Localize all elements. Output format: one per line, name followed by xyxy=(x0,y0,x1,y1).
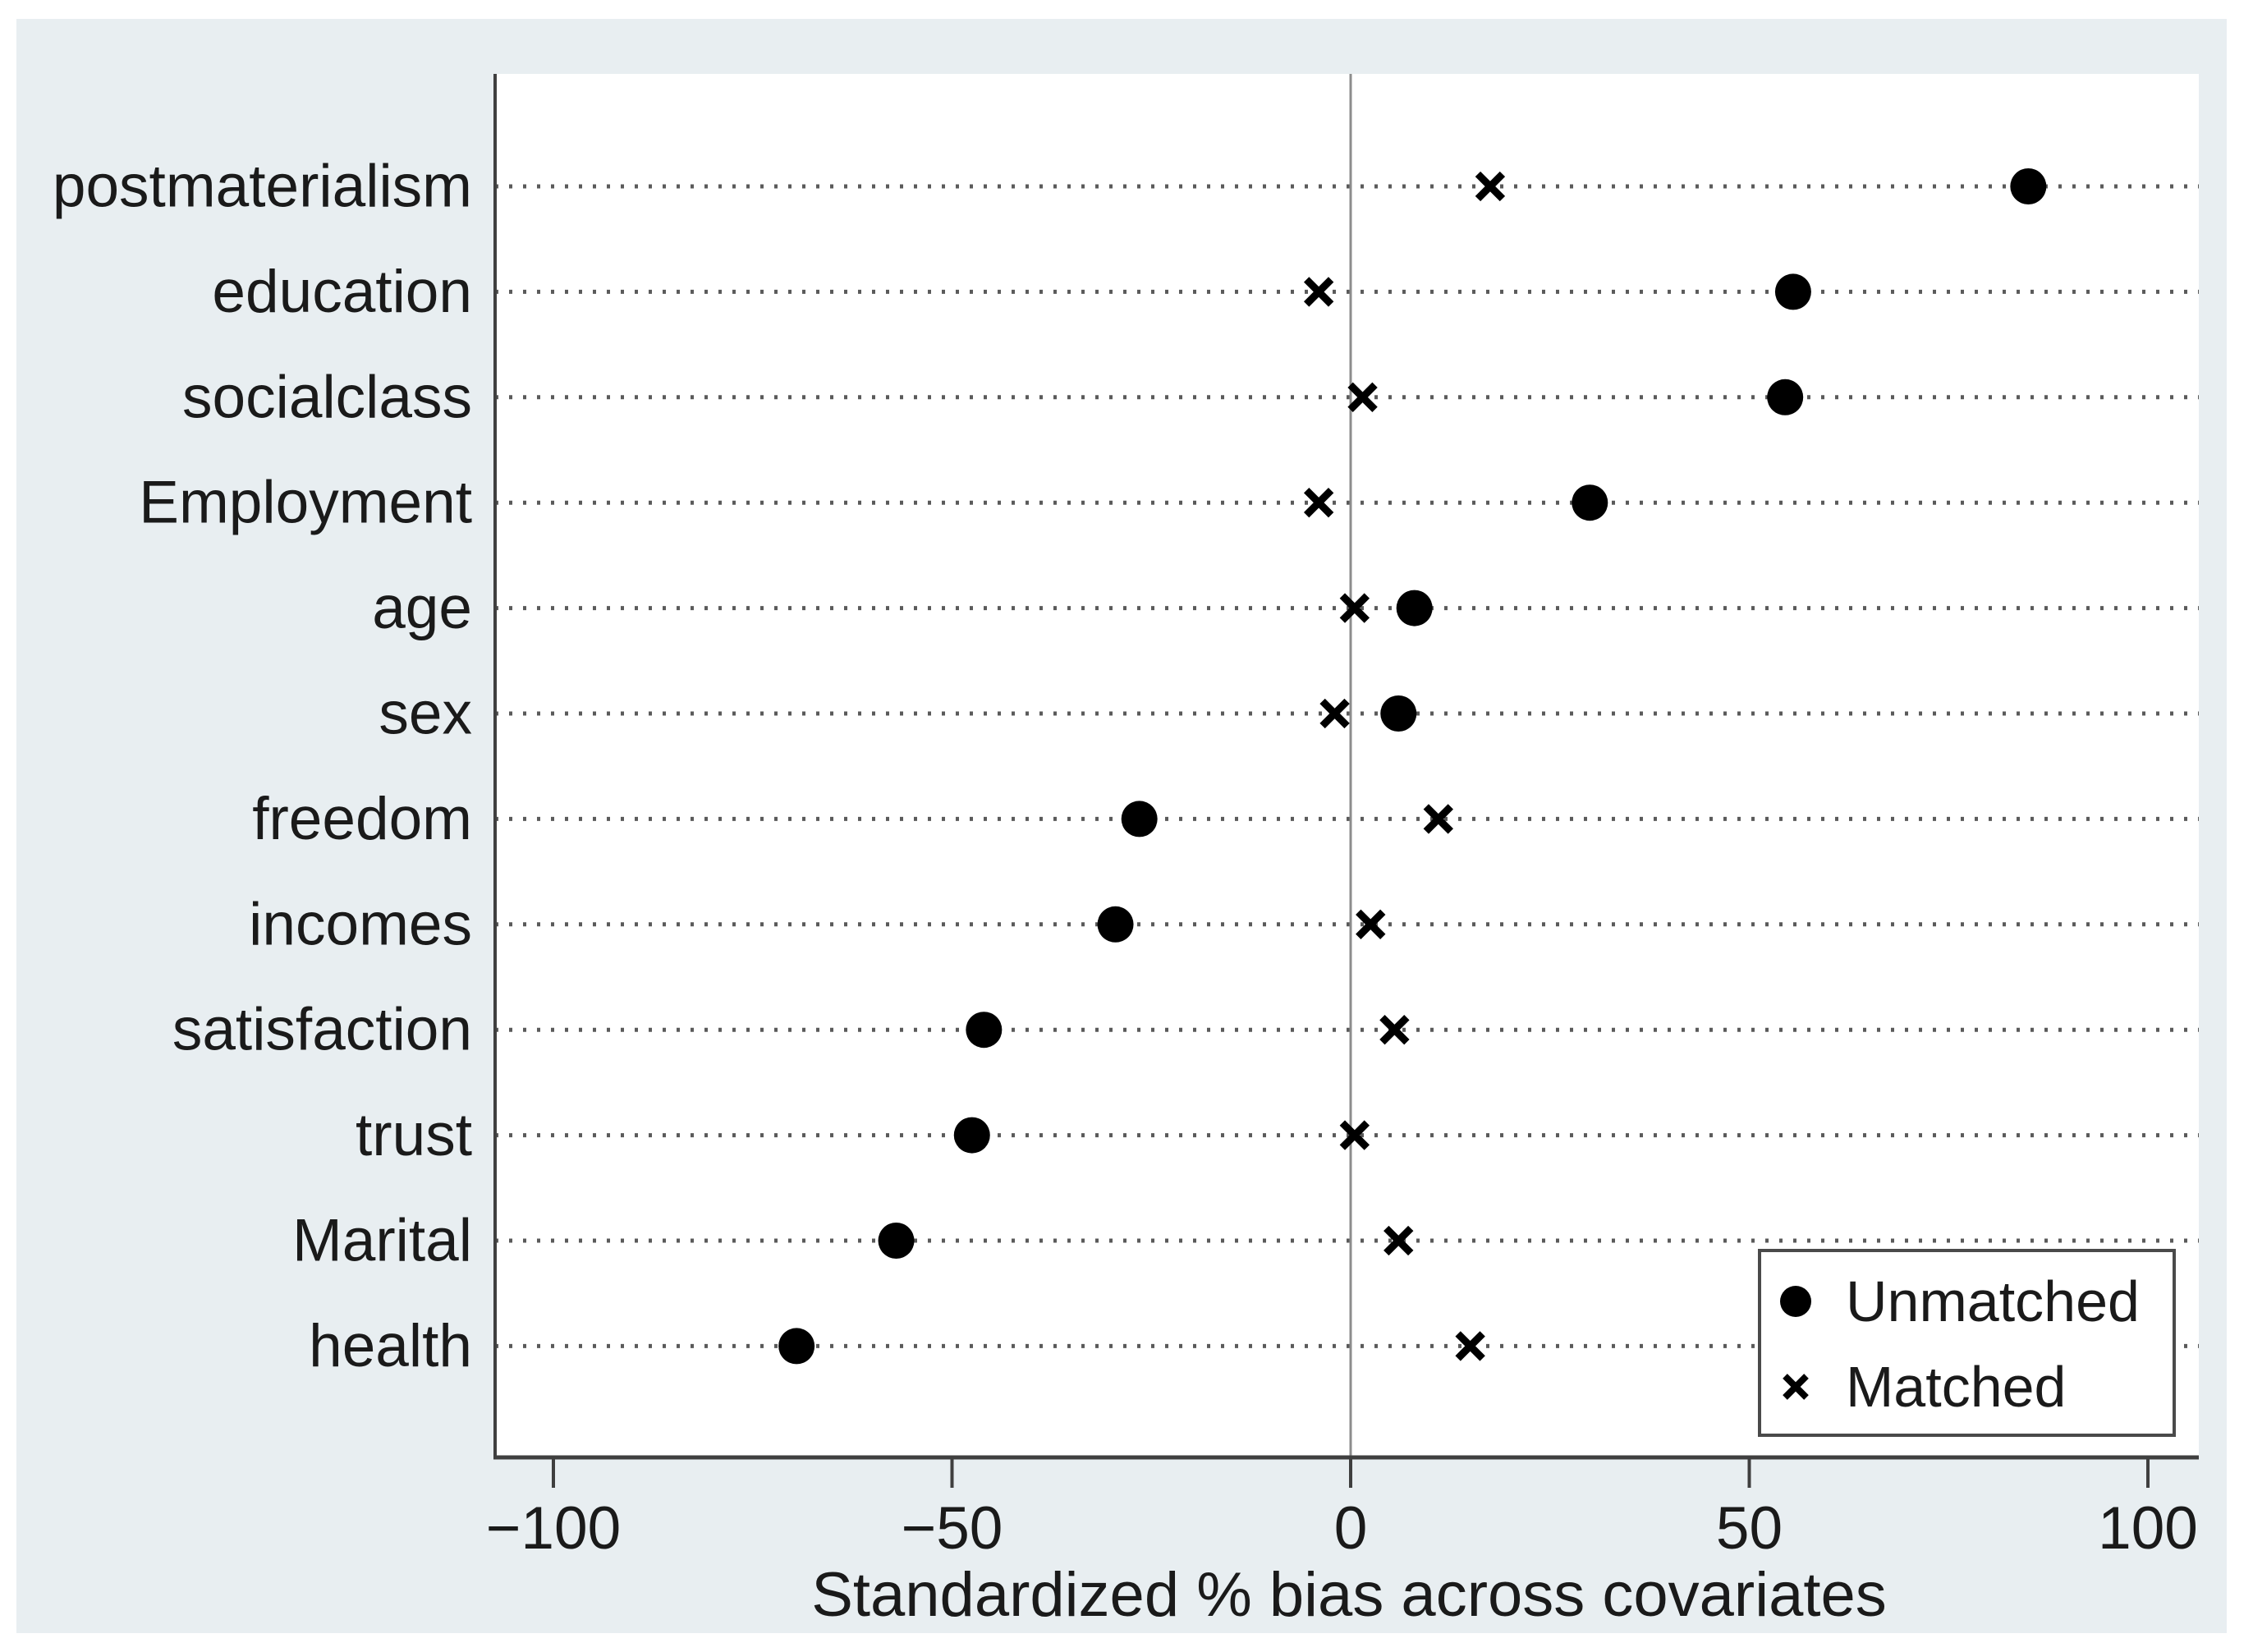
x-tick-label--50: −50 xyxy=(902,1495,1003,1562)
legend-box xyxy=(1758,1249,2176,1437)
matched-marker-health xyxy=(1455,1331,1485,1361)
category-label-socialclass: socialclass xyxy=(182,364,472,430)
unmatched-marker-trust xyxy=(953,1117,990,1154)
unmatched-marker-education xyxy=(1774,273,1811,310)
x-tick-label-50: 50 xyxy=(1716,1495,1783,1562)
unmatched-marker-Employment xyxy=(1572,484,1608,521)
unmatched-marker-socialclass xyxy=(1767,379,1804,415)
legend-label-Matched: Matched xyxy=(1846,1355,2066,1419)
unmatched-marker-freedom xyxy=(1121,801,1158,837)
matched-marker-incomes xyxy=(1356,909,1386,939)
unmatched-marker-Marital xyxy=(878,1223,915,1259)
category-label-satisfaction: satisfaction xyxy=(172,997,472,1063)
unmatched-marker-satisfaction xyxy=(966,1012,1003,1049)
category-label-health: health xyxy=(309,1313,472,1379)
legend-x-marker xyxy=(1783,1374,1809,1400)
x-tick-label-100: 100 xyxy=(2098,1495,2198,1562)
category-label-trust: trust xyxy=(356,1102,472,1168)
legend-circle-marker xyxy=(1780,1286,1811,1317)
unmatched-marker-health xyxy=(778,1328,815,1365)
axis-layer xyxy=(493,74,2199,1488)
matched-marker-Marital xyxy=(1383,1225,1414,1256)
unmatched-marker-sex xyxy=(1380,695,1417,732)
matched-marker-education xyxy=(1303,277,1334,307)
gridline-layer xyxy=(495,184,2199,1348)
matched-marker-satisfaction xyxy=(1379,1015,1410,1045)
unmatched-marker-postmaterialism xyxy=(2010,168,2047,204)
matched-marker-Employment xyxy=(1303,488,1334,518)
matched-marker-postmaterialism xyxy=(1475,171,1506,202)
legend-label-Unmatched: Unmatched xyxy=(1846,1269,2140,1333)
matched-marker-age xyxy=(1339,593,1370,623)
x-axis-title: Standardized % bias across covariates xyxy=(811,1560,1887,1630)
matched-marker-socialclass xyxy=(1347,382,1378,412)
category-label-sex: sex xyxy=(379,681,472,747)
x-tick-label-0: 0 xyxy=(1334,1495,1368,1562)
legend-layer: Unmatched Matched xyxy=(1758,1249,2176,1437)
label-layer: −100 −50 0 50 100 postmaterialism education soc… xyxy=(53,154,2198,1631)
category-label-Employment: Employment xyxy=(139,470,472,536)
matched-marker-freedom xyxy=(1423,804,1453,834)
category-label-incomes: incomes xyxy=(249,891,472,957)
matched-marker-trust xyxy=(1339,1120,1370,1150)
category-label-freedom: freedom xyxy=(252,786,472,852)
unmatched-marker-incomes xyxy=(1097,906,1134,943)
x-tick-label--100: −100 xyxy=(486,1495,621,1562)
marker-layer xyxy=(778,168,2047,1365)
matched-marker-sex xyxy=(1319,698,1350,729)
category-label-age: age xyxy=(372,575,472,641)
plot-area xyxy=(495,74,2199,1457)
category-label-Marital: Marital xyxy=(292,1208,472,1274)
background-layer xyxy=(16,19,2227,1633)
category-label-education: education xyxy=(212,259,472,325)
unmatched-marker-age xyxy=(1396,590,1433,626)
category-label-postmaterialism: postmaterialism xyxy=(53,154,472,220)
